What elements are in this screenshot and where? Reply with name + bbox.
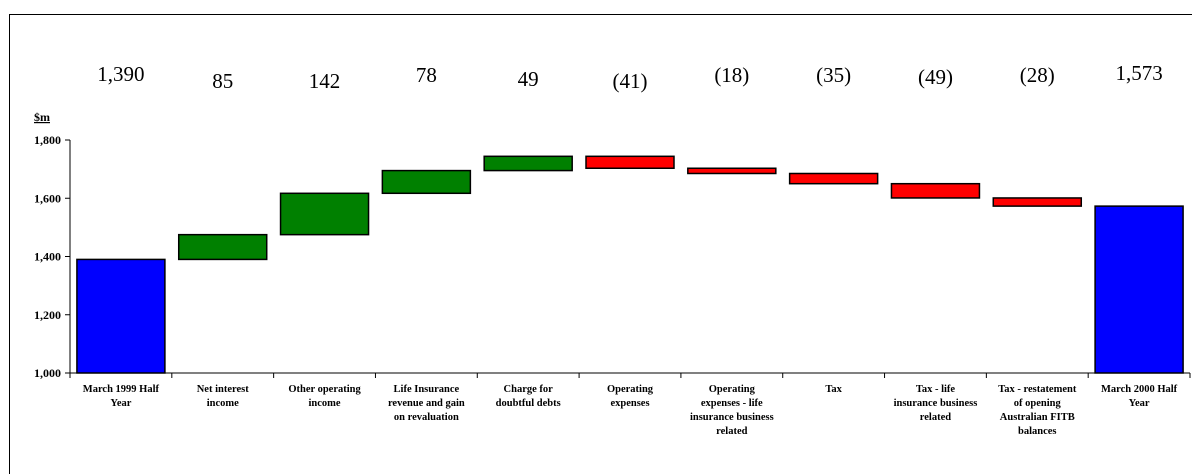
value-label: (49) (918, 65, 953, 89)
bars (76, 155, 1184, 374)
bar-increase (177, 233, 268, 261)
category-label: Net interest income (197, 384, 249, 409)
y-tick-label: 1,000 (34, 366, 61, 380)
category-label: Tax - restatement of opening Australian FI… (998, 384, 1077, 437)
value-label: (35) (816, 63, 851, 87)
bar-decrease (992, 197, 1083, 207)
category-label: Charge for doubtful debts (496, 384, 561, 409)
value-label: 78 (416, 63, 437, 87)
bar-decrease (585, 155, 675, 170)
value-label: (18) (714, 63, 749, 87)
value-label: 49 (518, 67, 539, 91)
value-label: (41) (613, 69, 648, 93)
category-label: March 1999 Half Year (83, 384, 160, 409)
category-label: Operating expenses (607, 384, 654, 409)
value-label: 1,390 (97, 62, 144, 86)
y-tick-label: 1,200 (34, 308, 61, 322)
y-tick-label: 1,800 (34, 133, 61, 147)
category-labels: March 1999 Half Year Net interest income Oth… (83, 384, 1178, 437)
bar-total (76, 258, 166, 374)
y-axis-unit-label: $m (34, 110, 50, 124)
category-label: Other operating income (288, 384, 361, 409)
value-labels: 1,390 85 142 78 49 (41) (18) (35) (49) (28) 1,573 (97, 61, 1162, 93)
bar-decrease (890, 182, 981, 199)
value-label: 85 (212, 69, 233, 93)
value-label: 142 (309, 69, 341, 93)
bar-decrease (788, 172, 879, 185)
value-label: (28) (1020, 63, 1055, 87)
y-tick-label: 1,600 (34, 191, 61, 205)
y-tick-label: 1,400 (34, 250, 61, 264)
bar-increase (381, 169, 472, 195)
value-label: 1,573 (1115, 61, 1162, 85)
category-label: Operating expenses - life insurance busine… (690, 384, 774, 437)
chart-frame (9, 14, 1192, 474)
category-label: Life Insurance revenue and gain on revalua… (388, 384, 465, 423)
bar-increase (279, 192, 370, 236)
bar-decrease (687, 167, 777, 175)
waterfall-chart: $m 1,000 1,200 1,400 1,600 1,800 1,390 85 142 7… (34, 61, 1191, 437)
axes: 1,000 1,200 1,400 1,600 1,800 (34, 133, 1191, 380)
category-label: March 2000 Half Year (1101, 384, 1178, 409)
category-label: Tax - life insurance business related (894, 384, 978, 423)
bar-increase (483, 155, 573, 172)
category-label: Tax (825, 384, 842, 395)
bar-total (1094, 205, 1184, 374)
